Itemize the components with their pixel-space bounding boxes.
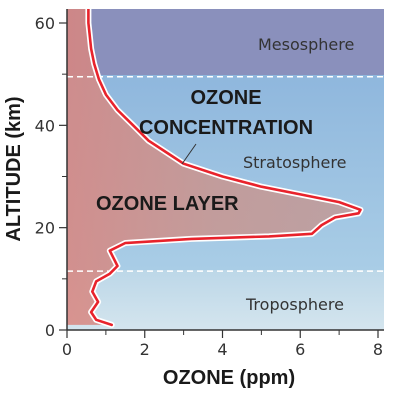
x-tick-label: 8: [373, 340, 383, 359]
troposphere-label: Troposphere: [245, 295, 344, 314]
x-tick-label: 2: [140, 340, 150, 359]
ozone-curve: [87, 9, 362, 327]
mesosphere-label: Mesosphere: [258, 35, 354, 54]
x-tick-label: 6: [295, 340, 305, 359]
x-tick-label: 4: [217, 340, 227, 359]
y-tick-label: 40: [35, 116, 55, 135]
mesosphere-band: [67, 9, 384, 75]
y-tick-label: 60: [35, 14, 55, 33]
concentration-label-line1: OZONE: [190, 87, 261, 109]
x-axis-title: OZONE (ppm): [163, 367, 295, 389]
concentration-label-line2: CONCENTRATION: [139, 117, 313, 139]
stratosphere-label: Stratosphere: [243, 153, 346, 172]
concentration-leader-line: [181, 143, 197, 165]
ozone-layer-label: OZONE LAYER: [96, 193, 239, 215]
x-ticks: 0 2 4 6 8: [62, 330, 383, 359]
troposphere-band: [67, 270, 384, 330]
x-tick-label: 0: [62, 340, 72, 359]
y-ticks: 0 20 40 60: [35, 14, 67, 340]
axes: 0 2 4 6 8 0 20 40 60: [35, 9, 384, 359]
y-tick-label: 20: [35, 219, 55, 238]
ozone-concentration-area: [67, 9, 361, 330]
y-tick-label: 0: [45, 321, 55, 340]
y-axis-title: ALTITUDE (km): [3, 96, 25, 241]
